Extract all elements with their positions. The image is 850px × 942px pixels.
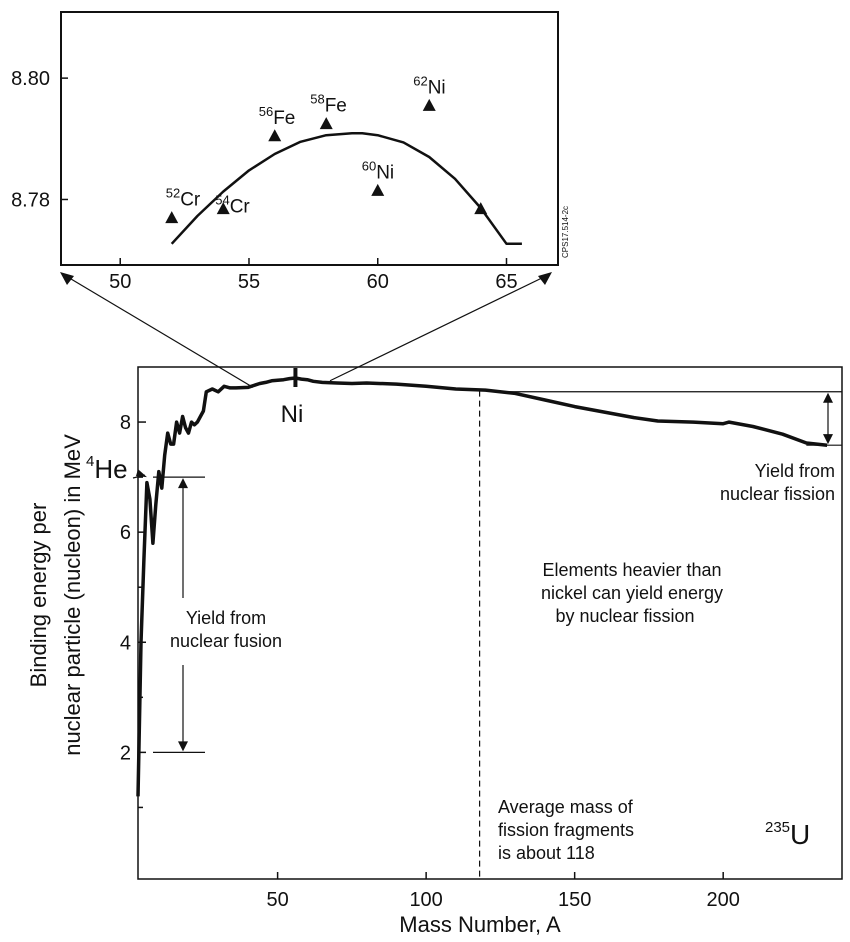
inset-point-symbol: Fe	[325, 96, 347, 117]
inset-point-mass: 60	[362, 158, 376, 173]
inset-point-label: 60Ni	[362, 158, 394, 183]
main-y-tick-label: 4	[120, 632, 131, 654]
he4-pointer-head	[135, 469, 147, 478]
inset-point-mass: 54	[215, 193, 229, 208]
main-x-tick-label: 50	[266, 889, 288, 911]
inset-point-marker	[268, 129, 282, 142]
inset-side-label: CPS17.514-2c	[561, 206, 570, 258]
inset-point-label: 54Cr	[215, 193, 250, 218]
inset-y-tick-label: 8.80	[11, 68, 50, 90]
connector-right	[329, 275, 547, 382]
inset-frame	[60, 11, 559, 266]
inset-point-symbol: Ni	[428, 77, 446, 98]
he4-symbol: He	[94, 454, 127, 484]
inset-point-label: 62Ni	[413, 73, 445, 98]
connector-left	[65, 275, 254, 388]
fusion-label-line2: nuclear fusion	[170, 631, 282, 651]
inset-point-label: 58Fe	[310, 92, 347, 117]
fusion-arrowhead-down	[178, 741, 188, 752]
fission-yield-label-line1: Yield from	[755, 461, 835, 481]
inset-ticks: 50 55 60 65 8.78 8.80	[11, 68, 518, 293]
main-ticks: 50 100 150 200 2 4 6 8	[120, 412, 740, 911]
heavier-label-line3: by nuclear fission	[555, 606, 694, 626]
inset-fit-curve	[170, 132, 522, 246]
inset-x-tick-label: 60	[367, 271, 389, 293]
inset-point-mass: 52	[166, 186, 180, 201]
connector-right-head	[538, 272, 552, 285]
he4-mass: 4	[86, 453, 94, 470]
inset-point-mass: 58	[310, 92, 324, 107]
inset-x-tick-label: 55	[238, 271, 260, 293]
avg-mass-label-line1: Average mass of	[498, 797, 634, 817]
connector-left-head	[60, 272, 74, 285]
inset-point-mass: 62	[413, 73, 427, 88]
y-axis-label-line2: nuclear particle (nucleon) in MeV	[60, 434, 85, 756]
inset-point-marker	[474, 202, 488, 215]
inset-point-marker	[319, 117, 333, 130]
zoom-connectors	[60, 272, 552, 388]
inset-fit-line	[170, 132, 522, 246]
inset-x-tick-label: 65	[495, 271, 517, 293]
x-axis-label: Mass Number, A	[399, 912, 561, 937]
inset-point-marker	[216, 202, 230, 215]
u235-label: 235U	[765, 819, 810, 850]
inset-point-label: 52Cr	[166, 186, 201, 211]
inset-data-points	[165, 98, 488, 224]
main-y-tick-label: 8	[120, 412, 131, 434]
u235-symbol: U	[790, 819, 810, 850]
main-annotations	[132, 368, 842, 879]
ni-label: Ni	[281, 401, 304, 428]
u235-mass: 235	[765, 819, 790, 836]
inset-point-symbol: Fe	[273, 108, 295, 129]
main-y-tick-label: 6	[120, 522, 131, 544]
heavier-label-line2: nickel can yield energy	[541, 583, 723, 603]
fusion-arrowhead-up	[178, 478, 188, 489]
inset-point-marker	[422, 98, 436, 111]
main-y-tick-label: 2	[120, 742, 131, 764]
main-x-tick-label: 100	[409, 889, 442, 911]
inset-y-tick-label: 8.78	[11, 189, 50, 211]
fission-arrowhead-up	[823, 392, 833, 403]
binding-energy-line	[136, 376, 828, 797]
inset-x-tick-label: 50	[109, 271, 131, 293]
binding-energy-curve	[136, 376, 828, 797]
fission-arrowhead-down	[823, 434, 833, 445]
main-x-tick-label: 150	[558, 889, 591, 911]
main-frame	[137, 366, 843, 880]
fission-yield-label-line2: nuclear fission	[720, 484, 835, 504]
avg-mass-label-line3: is about 118	[498, 843, 595, 863]
inset-point-marker	[165, 211, 179, 224]
inset-point-symbol: Ni	[376, 162, 394, 183]
avg-mass-label-line2: fission fragments	[498, 820, 634, 840]
fusion-label-line1: Yield from	[186, 608, 266, 628]
inset-point-mass: 56	[259, 104, 273, 119]
heavier-label-line1: Elements heavier than	[542, 560, 721, 580]
he4-label: 4He	[86, 453, 128, 484]
inset-point-symbol: Cr	[180, 190, 201, 211]
main-panel: 50 100 150 200 2 4 6 8 Mass Number, A Binding e…	[26, 366, 843, 937]
inset-panel: 50 55 60 658.788.80 52Cr 54Cr56Fe58Fe60Ni62N…	[11, 11, 570, 293]
inset-point-label: 56Fe	[259, 104, 296, 129]
y-axis-label-line1: Binding energy per	[26, 503, 51, 688]
inset-point-marker	[371, 183, 385, 196]
main-x-tick-label: 200	[706, 889, 739, 911]
inset-point-symbol: Cr	[230, 197, 251, 218]
